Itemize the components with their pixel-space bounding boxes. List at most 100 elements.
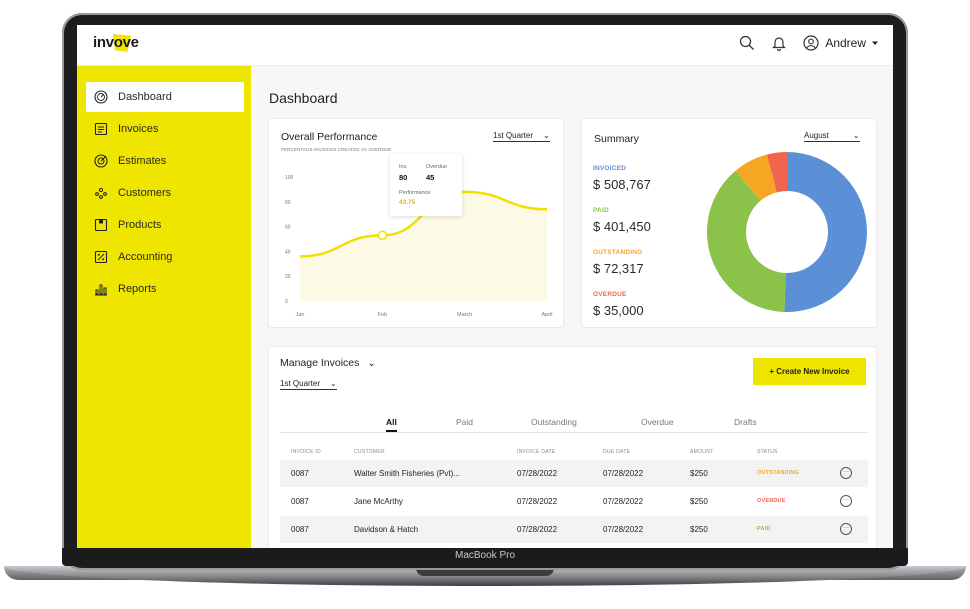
outstanding-value: $ 72,317 [593,261,644,276]
y-tick-label: 20 [285,274,291,280]
user-menu[interactable]: Andrew [802,34,879,52]
invoice-tabs: All Paid Outstanding Overdue Drafts [280,415,868,433]
laptop-chin [62,548,908,566]
create-invoice-button[interactable]: + Create New Invoice [753,358,866,385]
more-options-icon[interactable]: ··· [840,467,852,479]
column-header-invoice-date: INVOICE DATE [517,449,556,455]
outstanding-label: OUTSTANDING [593,249,643,256]
y-tick-label: 80 [285,200,291,206]
series-area [300,191,547,301]
sidebar-item-products[interactable]: Products [86,210,244,240]
invoiced-label: INVOICED [593,165,627,172]
customer-name: Jane McArthy [354,497,403,506]
tab-outstanding[interactable]: Outstanding [531,417,577,427]
sidebar-item-label: Reports [118,283,157,295]
laptop-notch [416,566,554,576]
x-tick-label: Feb [378,312,387,318]
chevron-down-icon: ⌄ [367,357,376,369]
x-tick-label: Jan [296,312,305,318]
user-icon [803,35,819,51]
sidebar-item-invoices[interactable]: Invoices [86,114,244,144]
sidebar-item-label: Invoices [118,123,159,135]
donut-slice-invoiced [784,152,868,312]
column-header-customer: CUSTOMER [354,449,385,455]
sidebar: Dashboard Invoices Estimates Customers P… [77,66,251,548]
column-header-amount: AMOUNT [690,449,714,455]
tooltip-overdue-value: 45 [426,173,435,182]
main-content: Dashboard Overall Performance PERCENTAGE… [251,66,893,548]
chevron-down-icon: ⌄ [543,131,550,140]
sidebar-item-label: Estimates [118,155,167,167]
tab-drafts[interactable]: Drafts [734,417,757,427]
manage-invoices-header[interactable]: Manage Invoices ⌄ [280,357,376,369]
table-row[interactable]: 0087 Jane McArthy 07/28/2022 07/28/2022 … [280,488,868,515]
box-icon [94,218,108,232]
invoiced-value: $ 508,767 [593,177,651,192]
donut-slice-overdue [766,152,787,193]
tooltip-inv-label: Inv. [399,164,408,170]
manage-invoices-title: Manage Invoices [280,357,360,369]
logo-text: invove [93,34,139,51]
tooltip-inv-value: 80 [399,173,408,182]
invoices-period-select[interactable]: 1st Quarter ⌄ [280,379,337,390]
invoice-icon [94,122,108,136]
user-name: Andrew [825,36,866,50]
chevron-down-icon: ⌄ [330,379,337,388]
x-tick-label: April [541,312,552,318]
summary-donut-chart [707,152,868,312]
customers-icon [95,187,107,199]
status-badge: OUTSTANDING [757,470,800,476]
performance-period-select[interactable]: 1st Quarter ⌄ [493,131,550,142]
y-tick-label: 0 [285,299,288,305]
performance-subtitle: PERCENTAGE INVOICES CREATED VS OVERDUE [281,147,392,152]
customer-name: Davidson & Hatch [354,525,419,534]
sidebar-item-dashboard[interactable]: Dashboard [86,82,244,112]
highlighted-point [377,230,388,241]
sidebar-item-customers[interactable]: Customers [86,178,244,208]
y-tick-label: 100 [285,175,294,181]
performance-period-value: 1st Quarter [493,131,534,140]
invoices-period-value: 1st Quarter [280,379,321,388]
invoice-id: 0087 [291,469,309,478]
summary-period-select[interactable]: August ⌄ [804,131,860,142]
amount: $250 [690,497,708,506]
laptop-base [4,566,966,586]
device-label: MacBook Pro [454,550,516,561]
invoice-date: 07/28/2022 [517,525,558,534]
app-screen: invove Andrew Dashboard Invoices [77,25,893,548]
tooltip-overdue-label: Overdue [426,164,448,170]
table-row[interactable]: 0087 Davidson & Hatch 07/28/2022 07/28/2… [280,516,868,543]
app-logo[interactable]: invove [93,34,139,52]
series-line [299,190,548,258]
sidebar-item-label: Products [118,219,162,231]
more-options-icon[interactable]: ··· [840,523,852,535]
table-row[interactable]: 0087 Walter Smith Fisheries (Pvt)... 07/… [280,460,868,487]
sidebar-item-estimates[interactable]: Estimates [86,146,244,176]
due-date: 07/28/2022 [603,497,644,506]
invoice-date: 07/28/2022 [517,497,558,506]
overdue-value: $ 35,000 [593,303,644,318]
sidebar-item-accounting[interactable]: Accounting [86,242,244,272]
tab-paid[interactable]: Paid [456,417,474,427]
performance-card: Overall Performance PERCENTAGE INVOICES … [268,118,564,328]
chart-tooltip: Inv. Overdue 80 45 Performance 43.75 [390,154,462,216]
tab-all[interactable]: All [386,417,397,432]
more-options-icon[interactable]: ··· [840,495,852,507]
due-date: 07/28/2022 [603,469,644,478]
search-icon[interactable] [738,34,756,52]
amount: $250 [690,469,708,478]
sidebar-item-label: Dashboard [118,91,172,103]
donut-slice-paid [707,170,786,312]
summary-title: Summary [594,133,639,145]
target-icon [94,154,108,168]
invoice-date: 07/28/2022 [517,469,558,478]
sidebar-item-label: Customers [118,187,172,199]
sidebar-item-label: Accounting [118,251,173,263]
customer-name: Walter Smith Fisheries (Pvt)... [354,469,460,478]
sidebar-item-reports[interactable]: Reports [86,274,244,304]
tab-overdue[interactable]: Overdue [641,417,674,427]
bell-icon[interactable] [770,34,788,52]
paid-value: $ 401,450 [593,219,651,234]
top-actions: Andrew [738,34,879,52]
